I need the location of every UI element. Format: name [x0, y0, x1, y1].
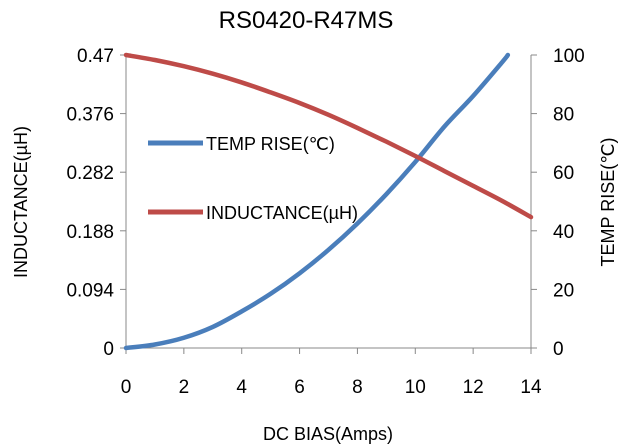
left-y-tick-label: 0.376 [66, 105, 114, 126]
legend-label-inductance: INDUCTANCE(µH) [206, 203, 358, 223]
right-y-tick-label: 100 [553, 46, 585, 67]
left-y-tick-label: 0.47 [77, 46, 114, 67]
right-y-axis-label: TEMP RISE(℃) [598, 138, 618, 267]
left-y-axis-label: INDUCTANCE(µH) [11, 126, 31, 278]
chart-title: RS0420-R47MS [219, 7, 394, 34]
series-line-inductance [123, 52, 534, 220]
x-tick-label: 2 [179, 377, 190, 398]
x-tick-label: 14 [520, 377, 542, 398]
right-y-tick-label: 80 [553, 105, 574, 126]
axes [125, 55, 532, 349]
x-tick-label: 12 [463, 377, 484, 398]
left-y-tick-label: 0.188 [66, 222, 114, 243]
ticks: 0 0.094 0.188 0.282 0.376 0.47 0 20 40 60 80 100 0 2 4… [66, 46, 584, 398]
left-y-tick-label: 0 [103, 339, 114, 360]
x-tick-label: 6 [294, 377, 305, 398]
legend: TEMP RISE(℃) INDUCTANCE(µH) [148, 134, 358, 223]
x-tick-label: 0 [121, 377, 132, 398]
left-y-tick-label: 0.094 [66, 280, 114, 301]
x-tick-label: 8 [352, 377, 363, 398]
series-lines [123, 52, 534, 351]
right-y-tick-label: 60 [553, 163, 574, 184]
right-y-tick-label: 0 [553, 339, 564, 360]
legend-label-temp-rise: TEMP RISE(℃) [206, 134, 335, 154]
x-axis-label: DC BIAS(Amps) [263, 424, 393, 444]
right-y-tick-label: 20 [553, 280, 574, 301]
right-y-tick-label: 40 [553, 222, 574, 243]
series-line-temp-rise [123, 52, 511, 351]
x-tick-label: 10 [405, 377, 426, 398]
left-y-tick-label: 0.282 [66, 163, 114, 184]
x-tick-label: 4 [236, 377, 247, 398]
